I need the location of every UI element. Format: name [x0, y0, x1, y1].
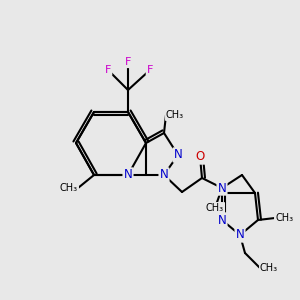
Text: CH₃: CH₃ [166, 110, 184, 120]
Text: N: N [218, 182, 226, 194]
Text: F: F [147, 65, 153, 75]
Text: N: N [124, 169, 132, 182]
Text: N: N [236, 229, 244, 242]
Text: N: N [218, 214, 226, 226]
Text: F: F [105, 65, 111, 75]
Text: CH₃: CH₃ [60, 183, 78, 193]
Text: O: O [195, 151, 205, 164]
Text: F: F [125, 57, 131, 67]
Text: CH₃: CH₃ [260, 263, 278, 273]
Text: N: N [174, 148, 182, 161]
Text: N: N [160, 169, 168, 182]
Text: CH₃: CH₃ [275, 213, 293, 223]
Text: CH₃: CH₃ [206, 203, 224, 213]
